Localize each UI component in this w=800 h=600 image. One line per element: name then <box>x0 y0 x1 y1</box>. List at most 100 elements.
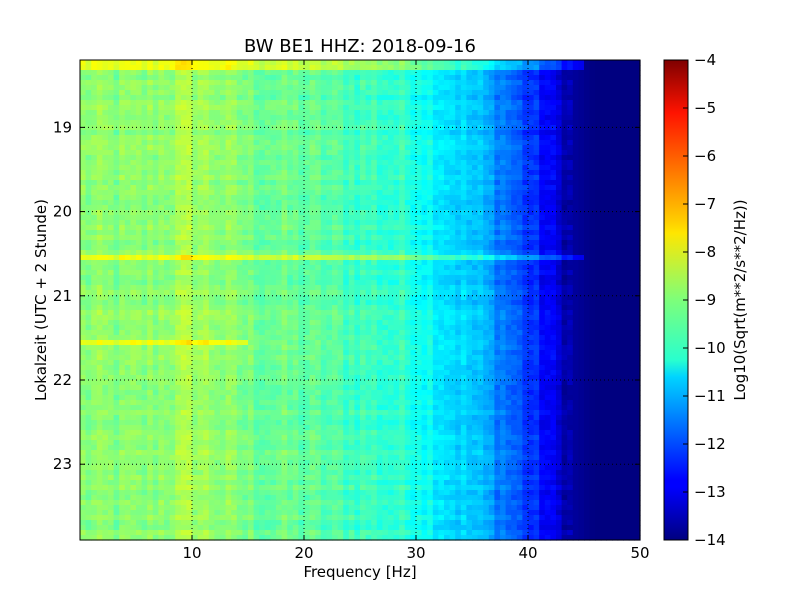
heatmap-cell <box>309 190 316 196</box>
heatmap-cell <box>80 250 87 256</box>
heatmap-cell <box>371 195 378 201</box>
heatmap-cell <box>488 255 495 261</box>
heatmap-cell <box>253 190 260 196</box>
heatmap-cell <box>533 270 540 276</box>
heatmap-cell <box>113 245 120 251</box>
heatmap-cell <box>533 195 540 201</box>
heatmap-cell <box>600 110 607 116</box>
heatmap-cell <box>494 245 501 251</box>
heatmap-cell <box>477 150 484 156</box>
heatmap-cell <box>141 245 148 251</box>
heatmap-cell <box>315 305 322 311</box>
heatmap-cell <box>124 255 131 261</box>
heatmap-cell <box>259 115 266 121</box>
heatmap-cell <box>388 150 395 156</box>
heatmap-cell <box>208 190 215 196</box>
heatmap-cell <box>595 245 602 251</box>
heatmap-cell <box>416 305 423 311</box>
heatmap-cell <box>416 250 423 256</box>
heatmap-cell <box>421 200 428 206</box>
heatmap-cell <box>455 155 462 161</box>
heatmap-cell <box>612 300 619 306</box>
heatmap-cell <box>432 105 439 111</box>
heatmap-cell <box>326 290 333 296</box>
heatmap-cell <box>248 75 255 81</box>
heatmap-cell <box>264 285 271 291</box>
heatmap-cell <box>214 225 221 231</box>
heatmap-cell <box>612 305 619 311</box>
heatmap-cell <box>214 230 221 236</box>
heatmap-cell <box>236 95 243 101</box>
heatmap-cell <box>483 305 490 311</box>
heatmap-cell <box>544 230 551 236</box>
heatmap-cell <box>337 245 344 251</box>
heatmap-cell <box>365 185 372 191</box>
heatmap-cell <box>192 105 199 111</box>
heatmap-cell <box>528 145 535 151</box>
heatmap-cell <box>505 185 512 191</box>
heatmap-cell <box>404 260 411 266</box>
heatmap-cell <box>203 305 210 311</box>
heatmap-cell <box>617 85 624 91</box>
heatmap-cell <box>584 245 591 251</box>
heatmap-cell <box>472 175 479 181</box>
heatmap-cell <box>85 75 92 81</box>
heatmap-cell <box>197 305 204 311</box>
heatmap-cell <box>500 120 507 126</box>
heatmap-cell <box>175 150 182 156</box>
heatmap-cell <box>124 130 131 136</box>
heatmap-cell <box>388 70 395 76</box>
heatmap-cell <box>192 205 199 211</box>
heatmap-cell <box>416 190 423 196</box>
heatmap-cell <box>544 235 551 241</box>
heatmap-cell <box>404 275 411 281</box>
heatmap-cell <box>421 305 428 311</box>
heatmap-cell <box>404 290 411 296</box>
heatmap-cell <box>214 215 221 221</box>
heatmap-cell <box>108 190 115 196</box>
heatmap-cell <box>225 275 232 281</box>
heatmap-cell <box>488 235 495 241</box>
heatmap-cell <box>572 145 579 151</box>
heatmap-cell <box>113 300 120 306</box>
heatmap-cell <box>393 165 400 171</box>
heatmap-cell <box>494 205 501 211</box>
heatmap-cell <box>360 155 367 161</box>
heatmap-cell <box>197 275 204 281</box>
heatmap-cell <box>360 280 367 286</box>
heatmap-cell <box>556 180 563 186</box>
heatmap-cell <box>371 105 378 111</box>
heatmap-cell <box>438 70 445 76</box>
heatmap-cell <box>197 155 204 161</box>
heatmap-cell <box>371 135 378 141</box>
heatmap-cell <box>628 195 635 201</box>
heatmap-cell <box>460 240 467 246</box>
heatmap-cell <box>85 290 92 296</box>
heatmap-cell <box>102 65 109 71</box>
heatmap-cell <box>410 180 417 186</box>
heatmap-cell <box>292 260 299 266</box>
heatmap-cell <box>438 170 445 176</box>
heatmap-cell <box>589 230 596 236</box>
heatmap-cell <box>220 230 227 236</box>
heatmap-cell <box>455 185 462 191</box>
heatmap-cell <box>332 150 339 156</box>
heatmap-cell <box>169 180 176 186</box>
heatmap-cell <box>186 60 193 66</box>
heatmap-cell <box>595 95 602 101</box>
heatmap-cell <box>438 145 445 151</box>
heatmap-cell <box>354 160 361 166</box>
heatmap-cell <box>533 205 540 211</box>
heatmap-cell <box>192 300 199 306</box>
heatmap-cell <box>287 145 294 151</box>
heatmap-cell <box>326 75 333 81</box>
heatmap-cell <box>85 200 92 206</box>
heatmap-cell <box>248 135 255 141</box>
heatmap-cell <box>124 265 131 271</box>
heatmap-cell <box>108 70 115 76</box>
heatmap-cell <box>522 195 529 201</box>
heatmap-cell <box>348 170 355 176</box>
heatmap-cell <box>96 130 103 136</box>
heatmap-cell <box>617 235 624 241</box>
heatmap-cell <box>360 165 367 171</box>
